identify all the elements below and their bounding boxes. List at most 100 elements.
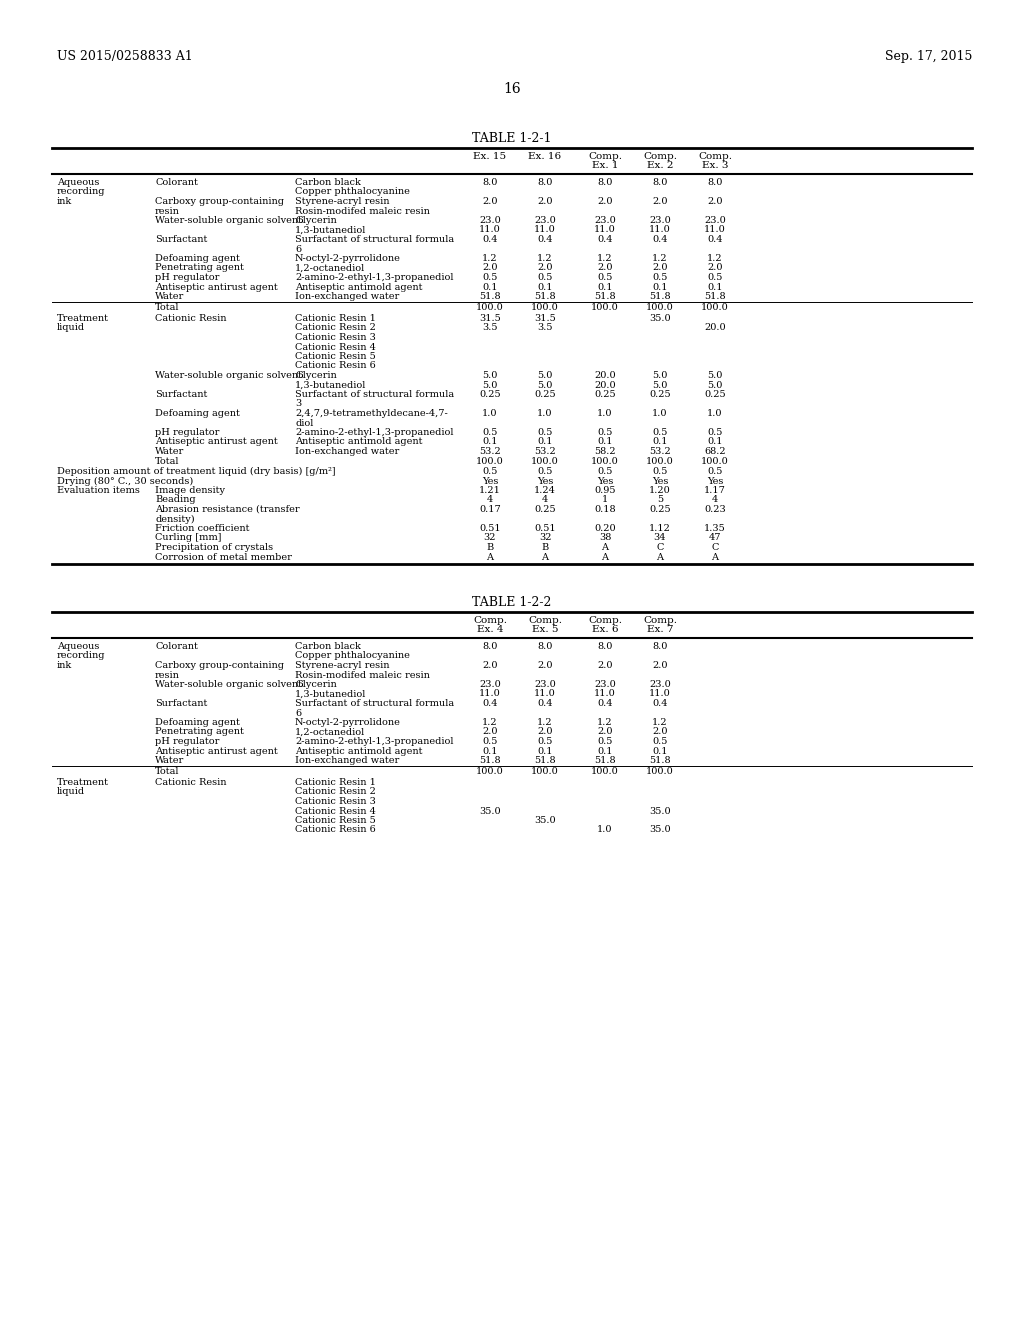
Text: 0.5: 0.5 bbox=[652, 273, 668, 282]
Text: 100.0: 100.0 bbox=[476, 304, 504, 313]
Text: Beading: Beading bbox=[155, 495, 196, 504]
Text: pH regulator: pH regulator bbox=[155, 273, 219, 282]
Text: 100.0: 100.0 bbox=[591, 457, 618, 466]
Text: 2.0: 2.0 bbox=[597, 197, 612, 206]
Text: 0.51: 0.51 bbox=[535, 524, 556, 533]
Text: 20.0: 20.0 bbox=[705, 323, 726, 333]
Text: Copper phthalocyanine: Copper phthalocyanine bbox=[295, 187, 410, 197]
Text: Styrene-acryl resin: Styrene-acryl resin bbox=[295, 661, 389, 671]
Text: Rosin-modifed maleic resin: Rosin-modifed maleic resin bbox=[295, 206, 430, 215]
Text: 1: 1 bbox=[602, 495, 608, 504]
Text: 51.8: 51.8 bbox=[649, 756, 671, 766]
Text: 5.0: 5.0 bbox=[482, 371, 498, 380]
Text: resin: resin bbox=[155, 206, 180, 215]
Text: 0.5: 0.5 bbox=[652, 737, 668, 746]
Text: Cationic Resin: Cationic Resin bbox=[155, 314, 226, 323]
Text: 11.0: 11.0 bbox=[594, 689, 615, 698]
Text: 0.1: 0.1 bbox=[597, 747, 612, 755]
Text: ink: ink bbox=[57, 197, 73, 206]
Text: 32: 32 bbox=[539, 533, 551, 543]
Text: 35.0: 35.0 bbox=[535, 816, 556, 825]
Text: 51.8: 51.8 bbox=[535, 292, 556, 301]
Text: 0.5: 0.5 bbox=[538, 428, 553, 437]
Text: Surfactant of structural formula: Surfactant of structural formula bbox=[295, 389, 454, 399]
Text: 100.0: 100.0 bbox=[476, 767, 504, 776]
Text: 5.0: 5.0 bbox=[708, 380, 723, 389]
Text: 11.0: 11.0 bbox=[649, 226, 671, 235]
Text: 0.1: 0.1 bbox=[708, 437, 723, 446]
Text: 0.5: 0.5 bbox=[597, 428, 612, 437]
Text: 0.1: 0.1 bbox=[538, 282, 553, 292]
Text: 100.0: 100.0 bbox=[476, 457, 504, 466]
Text: density): density) bbox=[155, 515, 195, 524]
Text: Yes: Yes bbox=[652, 477, 669, 486]
Text: 0.5: 0.5 bbox=[482, 428, 498, 437]
Text: 0.1: 0.1 bbox=[482, 282, 498, 292]
Text: 11.0: 11.0 bbox=[594, 226, 615, 235]
Text: TABLE 1-2-2: TABLE 1-2-2 bbox=[472, 597, 552, 609]
Text: 100.0: 100.0 bbox=[591, 304, 618, 313]
Text: Ex. 4: Ex. 4 bbox=[477, 624, 503, 634]
Text: 5: 5 bbox=[657, 495, 664, 504]
Text: Antiseptic antirust agent: Antiseptic antirust agent bbox=[155, 282, 278, 292]
Text: A: A bbox=[601, 543, 608, 552]
Text: Rosin-modifed maleic resin: Rosin-modifed maleic resin bbox=[295, 671, 430, 680]
Text: 0.5: 0.5 bbox=[708, 467, 723, 477]
Text: B: B bbox=[542, 543, 549, 552]
Text: liquid: liquid bbox=[57, 323, 85, 333]
Text: liquid: liquid bbox=[57, 788, 85, 796]
Text: 0.51: 0.51 bbox=[479, 524, 501, 533]
Text: C: C bbox=[712, 543, 719, 552]
Text: 2.0: 2.0 bbox=[538, 727, 553, 737]
Text: recording: recording bbox=[57, 187, 105, 197]
Text: 0.5: 0.5 bbox=[482, 467, 498, 477]
Text: 35.0: 35.0 bbox=[649, 825, 671, 834]
Text: Total: Total bbox=[155, 304, 179, 313]
Text: 8.0: 8.0 bbox=[708, 178, 723, 187]
Text: Yes: Yes bbox=[597, 477, 613, 486]
Text: 100.0: 100.0 bbox=[646, 457, 674, 466]
Text: Antiseptic antirust agent: Antiseptic antirust agent bbox=[155, 747, 278, 755]
Text: 100.0: 100.0 bbox=[591, 767, 618, 776]
Text: Comp.: Comp. bbox=[473, 616, 507, 624]
Text: Ex. 16: Ex. 16 bbox=[528, 152, 561, 161]
Text: 2.0: 2.0 bbox=[482, 661, 498, 671]
Text: 0.5: 0.5 bbox=[538, 273, 553, 282]
Text: Ex. 15: Ex. 15 bbox=[473, 152, 507, 161]
Text: Comp.: Comp. bbox=[588, 152, 622, 161]
Text: Comp.: Comp. bbox=[698, 152, 732, 161]
Text: 2.0: 2.0 bbox=[708, 264, 723, 272]
Text: pH regulator: pH regulator bbox=[155, 737, 219, 746]
Text: Copper phthalocyanine: Copper phthalocyanine bbox=[295, 652, 410, 660]
Text: Cationic Resin 2: Cationic Resin 2 bbox=[295, 788, 376, 796]
Text: 5.0: 5.0 bbox=[538, 371, 553, 380]
Text: 2.0: 2.0 bbox=[482, 727, 498, 737]
Text: 8.0: 8.0 bbox=[652, 642, 668, 651]
Text: 51.8: 51.8 bbox=[705, 292, 726, 301]
Text: Carboxy group-containing: Carboxy group-containing bbox=[155, 197, 284, 206]
Text: 0.1: 0.1 bbox=[482, 437, 498, 446]
Text: 1.21: 1.21 bbox=[479, 486, 501, 495]
Text: 32: 32 bbox=[483, 533, 497, 543]
Text: 51.8: 51.8 bbox=[479, 292, 501, 301]
Text: 0.25: 0.25 bbox=[705, 389, 726, 399]
Text: 23.0: 23.0 bbox=[535, 216, 556, 224]
Text: Colorant: Colorant bbox=[155, 642, 198, 651]
Text: 1.2: 1.2 bbox=[708, 253, 723, 263]
Text: 0.5: 0.5 bbox=[482, 737, 498, 746]
Text: 51.8: 51.8 bbox=[594, 756, 615, 766]
Text: Antiseptic antimold agent: Antiseptic antimold agent bbox=[295, 747, 423, 755]
Text: 11.0: 11.0 bbox=[535, 689, 556, 698]
Text: 23.0: 23.0 bbox=[649, 680, 671, 689]
Text: Ex. 6: Ex. 6 bbox=[592, 624, 618, 634]
Text: 2.0: 2.0 bbox=[538, 197, 553, 206]
Text: 1.0: 1.0 bbox=[652, 409, 668, 418]
Text: 51.8: 51.8 bbox=[594, 292, 615, 301]
Text: 1.0: 1.0 bbox=[708, 409, 723, 418]
Text: 100.0: 100.0 bbox=[646, 304, 674, 313]
Text: 2.0: 2.0 bbox=[652, 727, 668, 737]
Text: 8.0: 8.0 bbox=[597, 178, 612, 187]
Text: Surfactant: Surfactant bbox=[155, 700, 208, 708]
Text: 1.2: 1.2 bbox=[538, 718, 553, 727]
Text: 0.5: 0.5 bbox=[597, 273, 612, 282]
